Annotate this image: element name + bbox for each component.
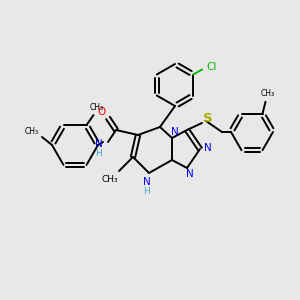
Text: N: N xyxy=(186,169,194,179)
Text: S: S xyxy=(203,112,213,125)
Text: N: N xyxy=(143,177,151,187)
Text: Cl: Cl xyxy=(206,62,216,73)
Text: H: H xyxy=(144,187,150,196)
Text: O: O xyxy=(98,107,106,117)
Text: N: N xyxy=(95,139,103,149)
Text: CH₃: CH₃ xyxy=(260,89,274,98)
Text: CH₃: CH₃ xyxy=(102,175,118,184)
Text: CH₃: CH₃ xyxy=(89,103,103,112)
Text: CH₃: CH₃ xyxy=(25,127,39,136)
Text: N: N xyxy=(204,143,212,153)
Text: H: H xyxy=(96,148,102,158)
Text: N: N xyxy=(171,127,179,137)
